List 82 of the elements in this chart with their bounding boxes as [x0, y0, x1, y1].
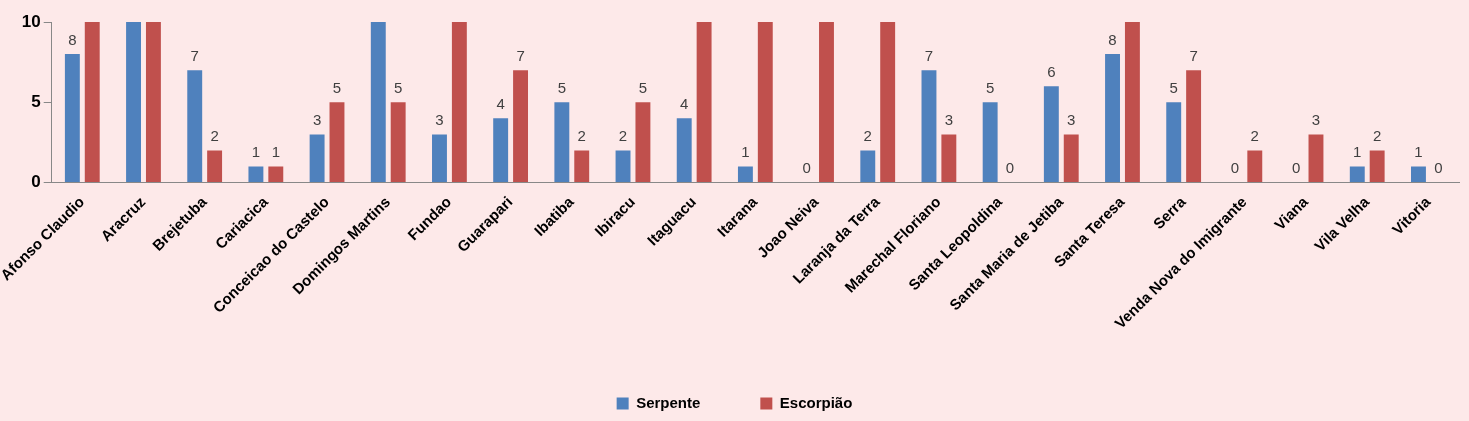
data-label: 3 [312, 111, 322, 129]
data-label: 2 [1372, 127, 1382, 145]
data-label: 6 [1047, 62, 1056, 80]
bar [615, 150, 631, 183]
data-label: 2 [210, 127, 219, 145]
bar [1105, 54, 1120, 183]
bar [390, 102, 406, 183]
bar [145, 22, 161, 183]
data-label: 0 [1434, 159, 1443, 177]
bar [84, 22, 100, 183]
data-label: 3 [944, 111, 954, 129]
data-label: 2 [577, 127, 586, 145]
data-label: 7 [1189, 46, 1198, 64]
data-label: 7 [190, 46, 199, 64]
data-label: 3 [1067, 111, 1076, 129]
bar [1247, 150, 1263, 183]
data-label: 0 [802, 159, 811, 177]
data-label: 1 [1353, 143, 1362, 161]
y-tick-label: 5 [31, 91, 41, 111]
bar [1063, 134, 1079, 183]
data-label: 2 [618, 127, 628, 145]
bar [1308, 134, 1324, 183]
data-label: 7 [924, 46, 934, 64]
bar [451, 22, 467, 183]
y-tick-label: 0 [31, 172, 41, 192]
bar [370, 22, 386, 183]
bar [207, 150, 223, 183]
data-label: 5 [332, 78, 342, 96]
bar [1411, 166, 1426, 183]
data-label: 3 [1311, 111, 1321, 129]
bar [513, 70, 528, 183]
bar [493, 118, 509, 183]
bar [268, 166, 284, 183]
bar [1043, 86, 1059, 183]
bar [1124, 22, 1140, 183]
data-label: 1 [251, 143, 261, 161]
bar [1349, 166, 1365, 183]
bar [737, 166, 753, 183]
data-label: 0 [1230, 159, 1240, 177]
bar [819, 22, 834, 183]
data-label: 4 [496, 94, 505, 112]
data-label: 5 [638, 78, 648, 96]
y-tick-label: 10 [21, 11, 41, 31]
data-label: 5 [557, 78, 567, 96]
data-label: 0 [1005, 159, 1015, 177]
data-label: 8 [68, 30, 77, 48]
bar [757, 22, 773, 183]
data-label: 0 [1291, 159, 1301, 177]
bar [676, 118, 692, 183]
bar [64, 54, 80, 183]
bar [574, 150, 590, 183]
bar [248, 166, 264, 183]
bar [1186, 70, 1202, 183]
legend-label: Serpente [636, 393, 701, 411]
bar [860, 150, 876, 183]
data-label: 4 [680, 94, 689, 112]
data-label: 2 [863, 127, 872, 145]
bar [309, 134, 325, 183]
bar [1369, 150, 1385, 183]
bar [635, 102, 651, 183]
bar [432, 134, 447, 183]
bar [921, 70, 937, 183]
bar [982, 102, 998, 183]
data-label: 5 [1169, 78, 1178, 96]
data-label: 8 [1108, 30, 1117, 48]
data-label: 2 [1250, 127, 1259, 145]
legend-label: Escorpião [779, 393, 853, 411]
bar [329, 102, 345, 183]
data-label: 5 [985, 78, 995, 96]
data-label: 7 [516, 46, 525, 64]
data-label: 1 [271, 143, 280, 161]
bar [1166, 102, 1182, 183]
bar [187, 70, 203, 183]
bar [554, 102, 570, 183]
data-label: 5 [394, 78, 403, 96]
data-label: 1 [741, 143, 750, 161]
data-label: 3 [435, 111, 444, 129]
bar [880, 22, 896, 183]
bar [941, 134, 957, 183]
bar [696, 22, 712, 183]
bar [126, 22, 141, 183]
data-label: 1 [1414, 143, 1423, 161]
